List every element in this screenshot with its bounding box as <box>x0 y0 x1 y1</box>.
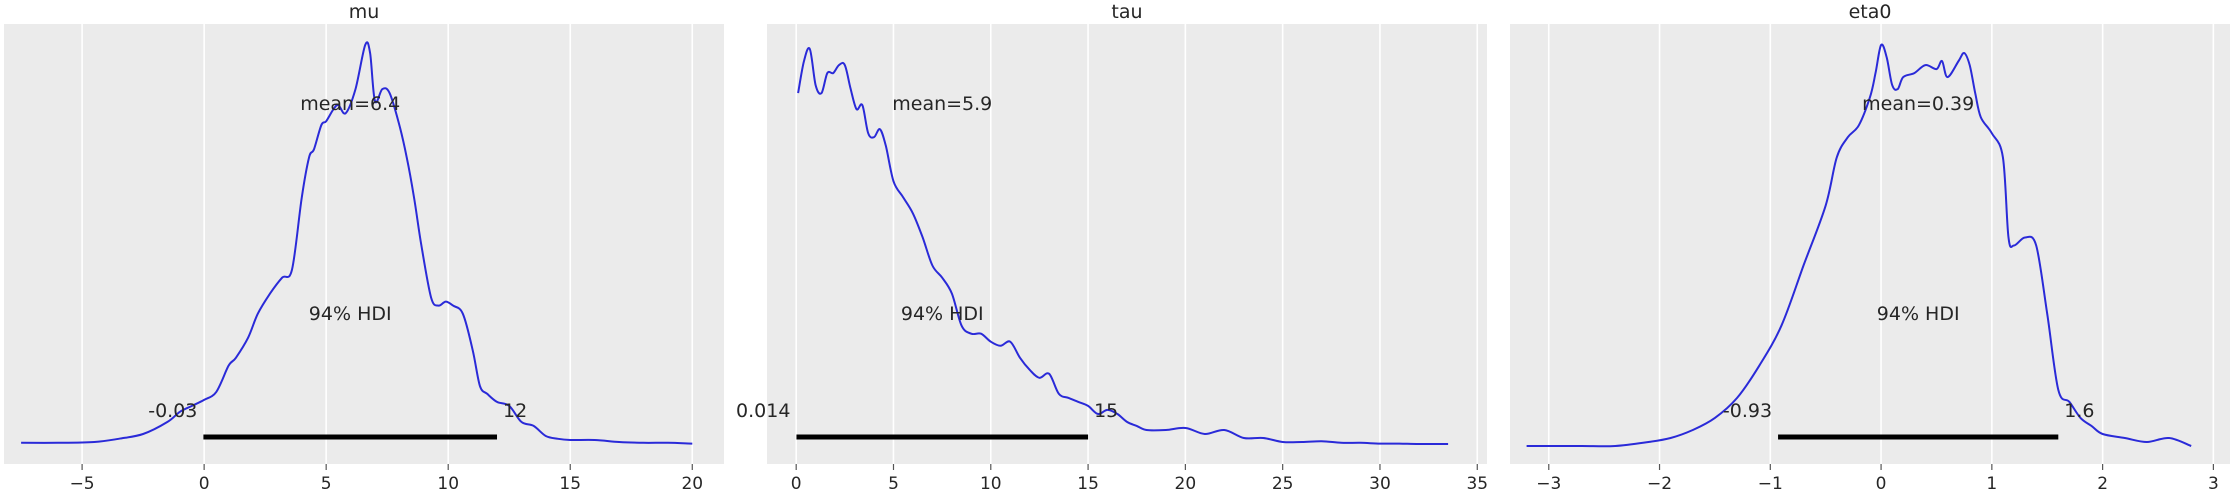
x-tick-label: 15 <box>1077 474 1099 494</box>
x-tick-label: 20 <box>1175 474 1197 494</box>
mean-label: mean=6.4 <box>300 93 400 115</box>
x-tick-label: −1 <box>1758 474 1783 494</box>
x-tick-label: 1 <box>1986 474 1997 494</box>
x-tick-label: 3 <box>2208 474 2219 494</box>
mean-label: mean=0.39 <box>1862 93 1974 115</box>
hdi-lower-label: -0.93 <box>1723 400 1772 422</box>
hdi-label: 94% HDI <box>1877 303 1960 325</box>
hdi-upper-label: 15 <box>1094 400 1118 422</box>
panel-title: tau <box>1111 1 1142 23</box>
density-curve <box>1526 43 2192 448</box>
x-tick-label: 10 <box>980 474 1002 494</box>
x-tick-label: 0 <box>199 474 210 494</box>
panel-title: mu <box>349 1 380 23</box>
x-tick-label: 35 <box>1466 474 1488 494</box>
hdi-lower-label: -0.03 <box>148 400 197 422</box>
x-tick-label: −5 <box>70 474 95 494</box>
x-tick-label: 15 <box>559 474 581 494</box>
x-tick-label: 20 <box>681 474 703 494</box>
panel-title: eta0 <box>1849 1 1892 23</box>
plot-background <box>4 24 724 464</box>
hdi-upper-label: 1.6 <box>2064 400 2094 422</box>
x-tick-label: −3 <box>1536 474 1561 494</box>
hdi-lower-label: 0.014 <box>736 400 790 422</box>
density-curve <box>797 47 1449 446</box>
x-tick-label: 0 <box>791 474 802 494</box>
hdi-label: 94% HDI <box>901 303 984 325</box>
x-tick-label: 10 <box>437 474 459 494</box>
panel-eta0: -0.93 1.6 94% HDI mean=0.39 eta0 −3 −2 −1 0 1 2 3 <box>1510 1 2230 494</box>
hdi-upper-label: 12 <box>503 400 527 422</box>
plot-background <box>1510 24 2230 464</box>
mean-label: mean=5.9 <box>892 93 992 115</box>
x-tick-label: −2 <box>1647 474 1672 494</box>
x-tick-label: 2 <box>2097 474 2108 494</box>
plot-background <box>767 24 1487 464</box>
x-tick-label: 5 <box>321 474 332 494</box>
x-tick-label: 25 <box>1272 474 1294 494</box>
x-tick-label: 0 <box>1876 474 1887 494</box>
hdi-label: 94% HDI <box>309 303 392 325</box>
x-tick-label: 5 <box>888 474 899 494</box>
panel-tau: 0.014 15 94% HDI mean=5.9 tau 0 5 10 15 20 25 30 35 <box>736 1 1488 494</box>
panel-mu: -0.03 12 94% HDI mean=6.4 mu −5 0 5 10 15 20 <box>4 1 724 494</box>
density-curve <box>21 41 693 445</box>
x-tick-label: 30 <box>1369 474 1391 494</box>
